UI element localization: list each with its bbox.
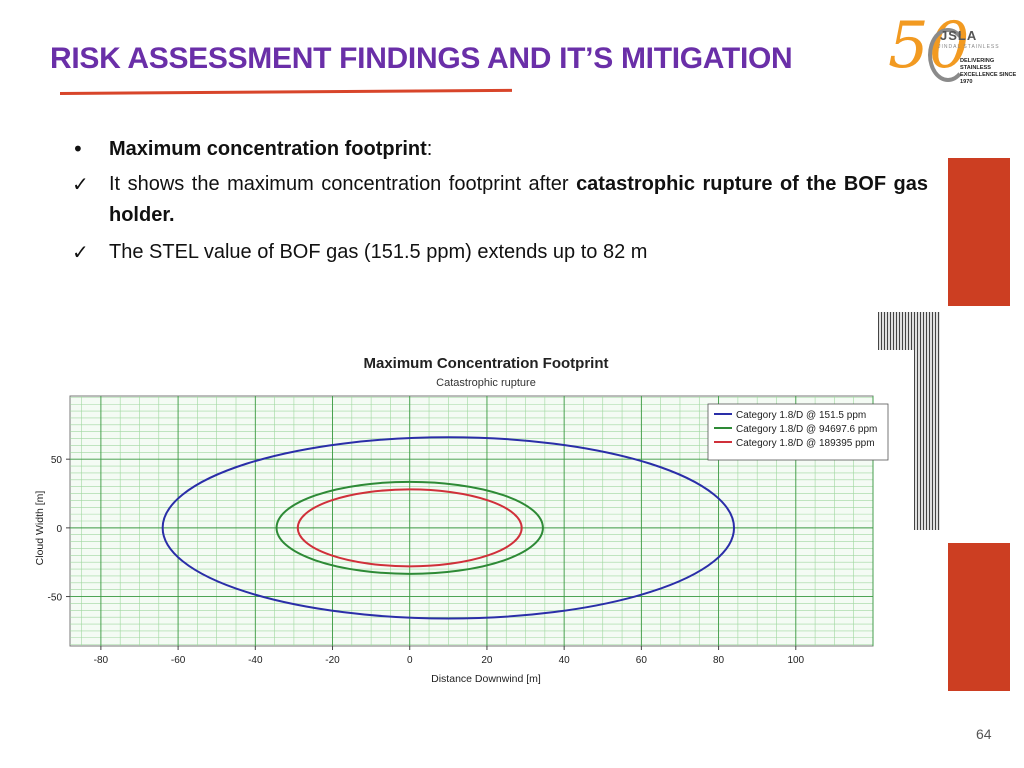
chart-svg: Maximum Concentration Footprint Catastro… [34, 355, 889, 685]
accent-bar-bottom [948, 543, 1010, 691]
accent-bar-top [948, 158, 1010, 306]
check-item-text: The STEL value of BOF gas (151.5 ppm) ex… [109, 241, 648, 263]
bullet-heading: Maximum concentration footprint [109, 138, 427, 160]
bullet-heading-colon: : [426, 138, 433, 160]
slide-title: RISK ASSESSMENT FINDINGS AND IT’S MITIGA… [50, 42, 793, 75]
footprint-contour [296, 488, 523, 568]
page-number: 64 [976, 726, 992, 742]
x-tick-label: -40 [248, 655, 263, 666]
legend-label: Category 1.8/D @ 94697.6 ppm [736, 424, 877, 435]
check-item: ✓ The STEL value of BOF gas (151.5 ppm) … [72, 237, 928, 268]
logo-tagline: DELIVERING STAINLESS EXCELLENCE SINCE 19… [960, 58, 1017, 85]
bullet-item: • Maximum concentration footprint: [72, 134, 928, 165]
x-tick-label: 0 [407, 655, 413, 666]
x-tick-label: -20 [325, 655, 340, 666]
x-tick-label: -60 [171, 655, 186, 666]
chart-subtitle: Catastrophic rupture [436, 377, 536, 389]
title-underline [59, 88, 512, 95]
check-item: ✓ It shows the maximum concentration foo… [72, 169, 928, 231]
y-tick-label: 0 [56, 524, 62, 535]
x-tick-label: 60 [636, 655, 648, 666]
y-axis-label: Cloud Width [m] [34, 491, 46, 566]
legend-label: Category 1.8/D @ 189395 ppm [736, 438, 875, 449]
company-logo: 50 JSLA JINDAL STAINLESS DELIVERING STAI… [888, 14, 1018, 94]
logo-brand-sub: JINDAL STAINLESS [938, 44, 1000, 50]
footprint-contour [275, 480, 544, 575]
bullet-list: • Maximum concentration footprint: ✓ It … [72, 134, 928, 268]
check-item-bold: catastrophic rupture of the BOF gas hold… [109, 173, 928, 226]
plot-area: -80 -60 -40 -20 0 20 40 60 80 100 50 0 -50 Category 1… [48, 395, 889, 666]
chart-title: Maximum Concentration Footprint [364, 355, 609, 372]
check-item-text: It shows the maximum concentration footp… [109, 173, 577, 195]
legend-box [707, 403, 889, 461]
logo-brand: JSLA [940, 28, 978, 43]
x-tick-label: 100 [787, 655, 804, 666]
y-tick-label: -50 [48, 593, 63, 604]
x-tick-label: 40 [559, 655, 571, 666]
bullet-dot-icon: • [72, 137, 84, 161]
x-tick-label: 20 [481, 655, 493, 666]
check-icon: ✓ [72, 240, 89, 264]
x-axis-label: Distance Downwind [m] [431, 673, 541, 685]
check-icon: ✓ [72, 172, 89, 196]
x-tick-label: 80 [713, 655, 725, 666]
y-tick-label: 50 [51, 455, 63, 466]
footprint-contour [161, 436, 736, 620]
x-tick-label: -80 [94, 655, 109, 666]
logo-ring-icon [928, 28, 968, 82]
decorative-stripes-vertical [914, 350, 940, 530]
concentration-chart: Maximum Concentration Footprint Catastro… [30, 346, 910, 691]
decorative-stripes [878, 312, 940, 350]
legend-label: Category 1.8/D @ 151.5 ppm [736, 410, 866, 421]
